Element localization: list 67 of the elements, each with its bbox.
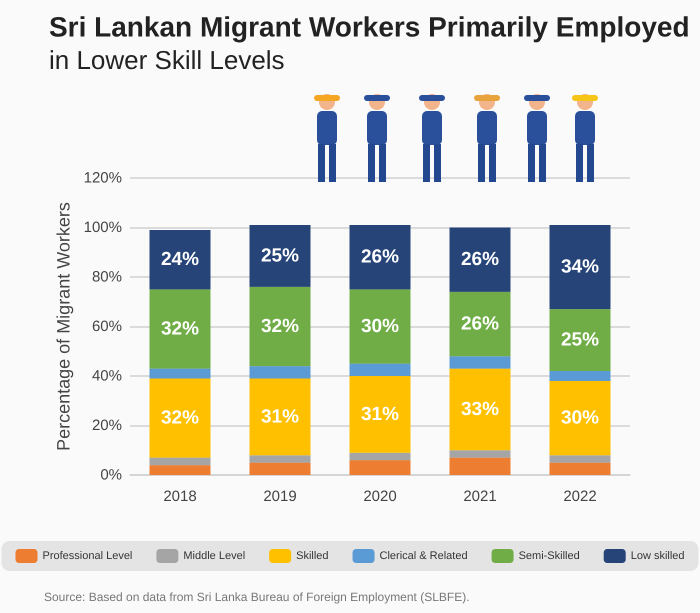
source-note: Source: Based on data from Sri Lanka Bureau of Foreign Employment (SLBFE).: [44, 590, 470, 604]
bar: [550, 225, 610, 310]
y-tick-label: 60%: [92, 318, 122, 335]
bar: [150, 289, 210, 369]
data-label: 31%: [360, 404, 400, 425]
data-label: 31%: [260, 406, 300, 428]
bar: [450, 228, 510, 292]
bar: [250, 286, 310, 366]
data-label: 26%: [460, 314, 500, 335]
bar: [450, 458, 510, 475]
bar: [150, 458, 210, 466]
data-label: 25%: [260, 245, 300, 266]
bar: [250, 378, 310, 456]
bar: [150, 368, 210, 378]
data-label: 32%: [260, 316, 300, 337]
data-label: 26%: [460, 249, 500, 270]
data-label: 32%: [160, 408, 200, 429]
data-label: 24%: [160, 249, 200, 270]
bar: [550, 455, 610, 463]
legend-label: Middle Level: [183, 550, 246, 562]
x-tick-label: 2020: [363, 488, 397, 505]
legend-label: Semi-Skilled: [518, 550, 580, 562]
y-tick-label: 20%: [92, 417, 122, 434]
legend-label: Skilled: [296, 550, 329, 562]
y-tick-label: 120%: [84, 170, 122, 186]
data-label: 32%: [160, 318, 200, 340]
legend-label: Professional Level: [42, 550, 132, 562]
data-label: 30%: [560, 408, 600, 429]
y-tick-label: 80%: [92, 268, 122, 286]
bar: [450, 292, 510, 356]
bar: [350, 452, 410, 460]
bar: [350, 460, 410, 475]
bar: [550, 309, 610, 372]
data-label: 33%: [460, 398, 500, 420]
data-label: 25%: [560, 330, 600, 351]
bar: [350, 289, 410, 364]
x-tick-label: 2019: [263, 488, 297, 505]
bar: [450, 450, 510, 458]
bar: [450, 356, 510, 369]
y-tick-label: 100%: [84, 219, 122, 236]
y-tick-label: 0%: [100, 466, 122, 484]
data-label: 34%: [560, 256, 600, 278]
bar: [350, 225, 410, 290]
bar: [450, 368, 510, 450]
bar: [550, 462, 610, 475]
data-label: 30%: [360, 316, 400, 337]
bar: [550, 380, 610, 456]
bar: [250, 462, 310, 475]
chart-subtitle: in Lower Skill Levels: [49, 45, 285, 75]
data-label: 26%: [360, 246, 400, 268]
bar: [150, 465, 210, 475]
bar: [150, 378, 210, 458]
chart-title: Sri Lankan Migrant Workers Primarily Employed: [49, 12, 690, 42]
x-tick-label: 2022: [563, 488, 597, 505]
bar: [250, 366, 310, 378]
bar: [250, 225, 310, 287]
y-axis-title: Percentage of Migrant Workers: [54, 202, 74, 451]
bar: [350, 364, 410, 376]
bar: [550, 371, 610, 381]
x-tick-label: 2018: [163, 488, 197, 505]
legend-label: Clerical & Related: [380, 550, 468, 562]
bar: [350, 376, 410, 453]
bar: [250, 455, 310, 463]
y-tick-label: 40%: [92, 368, 122, 384]
legend-label: Low skilled: [630, 550, 685, 562]
bar: [150, 230, 210, 290]
x-tick-label: 2021: [463, 488, 497, 505]
